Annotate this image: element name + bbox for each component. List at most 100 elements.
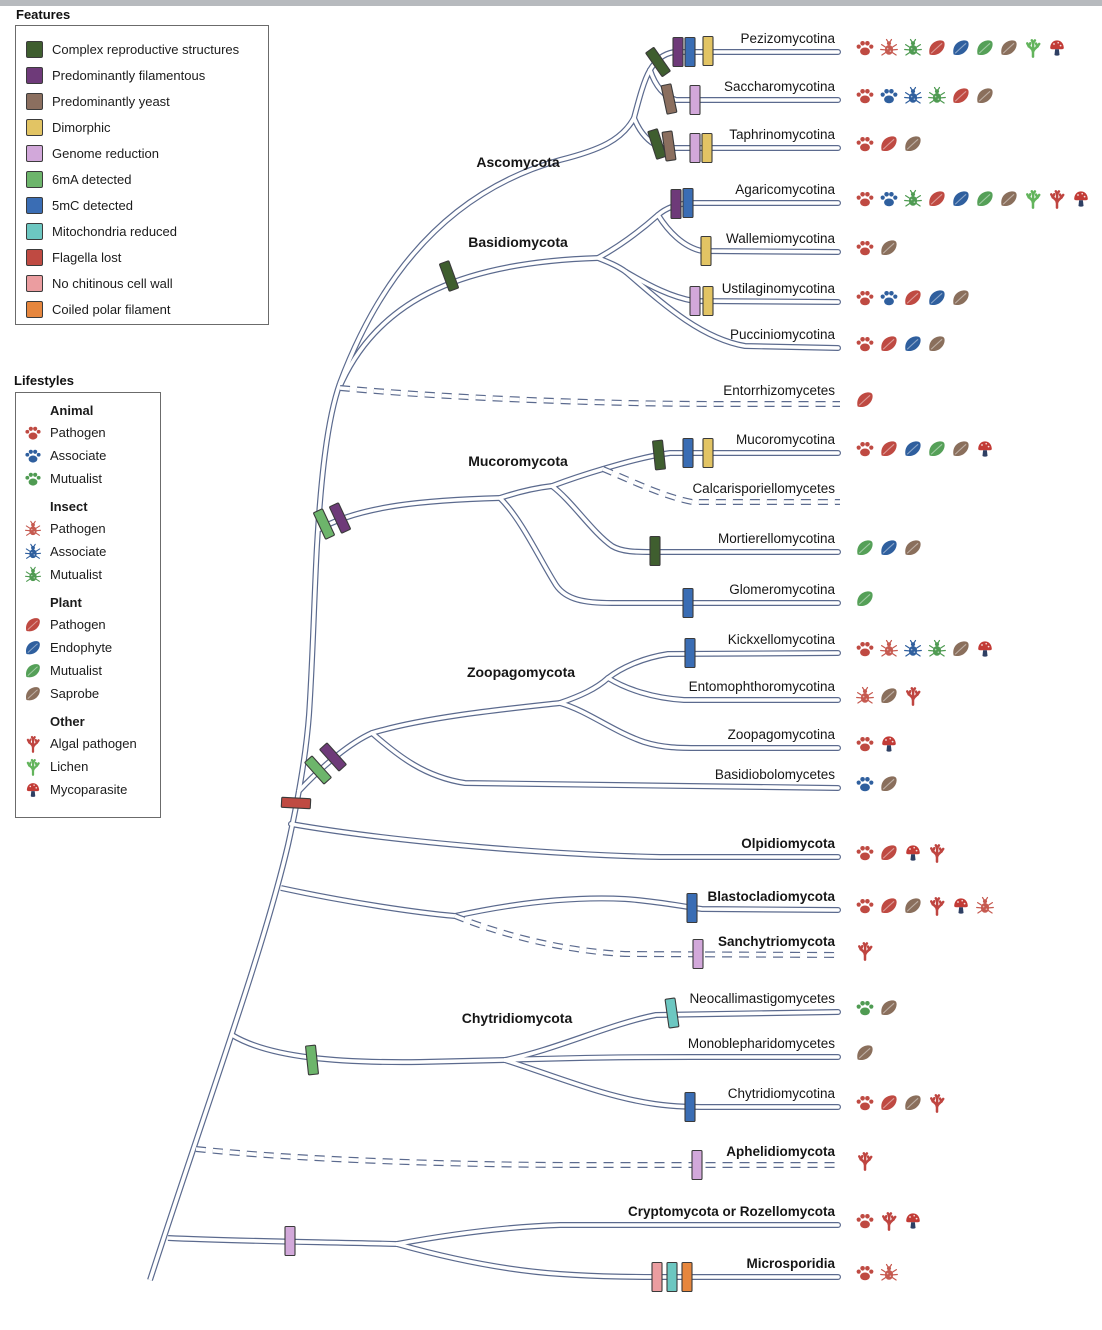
feature-mark-mito bbox=[666, 1261, 678, 1293]
leaf-icon lifestyle-pm-icon bbox=[929, 441, 945, 457]
feature-swatch-crs bbox=[26, 40, 43, 58]
feature-mark-gr bbox=[689, 132, 701, 164]
tip-label-tap: Taphrinomycotina bbox=[729, 127, 835, 142]
lifestyle-group-plant: Plant bbox=[50, 595, 82, 610]
leaf-icon lifestyle-ps-icon bbox=[929, 336, 945, 352]
tip-label-mic: Microsporidia bbox=[746, 1256, 835, 1271]
branch-fill bbox=[280, 886, 456, 918]
leaf-icon lifestyle-ps-icon bbox=[1001, 191, 1017, 207]
paw-icon bbox=[24, 424, 42, 442]
feature-swatch-gr bbox=[26, 144, 43, 162]
lifestyles-legend: Animal Pathogen Associate Mutualist Insect P… bbox=[15, 392, 161, 818]
leaf-icon lifestyle-pp-icon bbox=[929, 191, 945, 207]
tip-label-kic: Kickxellomycotina bbox=[728, 632, 836, 647]
algae-icon lifestyle-lic-icon bbox=[1026, 39, 1041, 58]
leaf-icon bbox=[24, 662, 42, 680]
bug-icon bbox=[24, 520, 42, 538]
feature-mark-ncw bbox=[651, 1261, 663, 1293]
paw-icon lifestyle-ap-icon bbox=[856, 241, 874, 256]
tip-label-mon: Monoblepharidomycetes bbox=[688, 1036, 835, 1051]
feature-legend-item-fil: Predominantly filamentous bbox=[26, 62, 260, 88]
lifestyle-legend-item-myc: Mycoparasite bbox=[24, 778, 156, 801]
clade-label-ascomycota: Ascomycota bbox=[476, 154, 559, 170]
lifestyle-label: Lichen bbox=[50, 759, 89, 774]
paw-icon lifestyle-ap-icon bbox=[856, 899, 874, 914]
bug-icon lifestyle-ip-icon bbox=[880, 38, 898, 56]
feature-mark-dim bbox=[702, 285, 714, 317]
feature-label: 6mA detected bbox=[52, 171, 132, 187]
tip-label-muc: Mucoromycotina bbox=[736, 432, 836, 447]
feature-legend-item-gr: Genome reduction bbox=[26, 140, 260, 166]
feature-mark-m5c bbox=[686, 892, 698, 924]
lifestyle-label: Associate bbox=[50, 544, 107, 559]
branch-dashed-fill bbox=[454, 914, 841, 957]
lifestyle-label: Associate bbox=[50, 448, 107, 463]
leaf-icon lifestyle-pm-icon bbox=[977, 191, 993, 207]
branch-fill bbox=[503, 1058, 840, 1109]
bug-icon lifestyle-im-icon bbox=[904, 38, 922, 56]
branch-fill bbox=[606, 676, 840, 702]
leaf-icon lifestyle-pp-icon bbox=[881, 136, 897, 152]
paw-icon lifestyle-ap-icon bbox=[856, 442, 874, 457]
feature-swatch-flag bbox=[26, 248, 43, 266]
leaf-icon lifestyle-ps-icon bbox=[905, 1095, 921, 1111]
lifestyle-label: Pathogen bbox=[50, 425, 106, 440]
algae-icon lifestyle-alg-icon bbox=[882, 1212, 897, 1231]
feature-label: Flagella lost bbox=[52, 249, 122, 265]
feature-mark-mito bbox=[664, 997, 680, 1029]
leaf-icon bbox=[24, 616, 42, 634]
feature-swatch-mito bbox=[26, 222, 43, 240]
leaf-icon lifestyle-ps-icon bbox=[905, 136, 921, 152]
algae-icon lifestyle-alg-icon bbox=[858, 942, 873, 961]
branch-fill bbox=[338, 256, 599, 387]
feature-mark-fil bbox=[670, 188, 682, 220]
paw-icon lifestyle-ap-icon bbox=[856, 337, 874, 352]
lifestyle-legend-item-lic: Lichen bbox=[24, 755, 156, 778]
branch-dashed-fill bbox=[602, 467, 840, 504]
paw-icon bbox=[24, 470, 42, 488]
leaf-icon lifestyle-ps-icon bbox=[881, 776, 897, 792]
leaf-icon lifestyle-ps-icon bbox=[881, 1000, 897, 1016]
branch-fill bbox=[371, 701, 561, 735]
feature-label: Predominantly yeast bbox=[52, 93, 170, 109]
tip-label-zoo: Zoopagomycotina bbox=[728, 727, 836, 742]
bug-icon lifestyle-ip-icon bbox=[976, 896, 994, 914]
leaf-icon lifestyle-ps-icon bbox=[953, 641, 969, 657]
leaf-icon lifestyle-pp-icon bbox=[881, 898, 897, 914]
lifestyle-legend-item-pp: Pathogen bbox=[24, 613, 156, 636]
branch-fill bbox=[453, 896, 840, 918]
feature-swatch-dim bbox=[26, 118, 43, 136]
bug-icon lifestyle-ip-icon bbox=[880, 639, 898, 657]
leaf-icon lifestyle-pp-icon bbox=[905, 290, 921, 306]
branch-fill bbox=[503, 1055, 840, 1062]
feature-legend-item-cpf: Coiled polar filament bbox=[26, 296, 260, 322]
leaf-icon lifestyle-ps-icon bbox=[953, 290, 969, 306]
bug-icon lifestyle-im-icon bbox=[928, 86, 946, 104]
leaf-icon lifestyle-ps-icon bbox=[881, 240, 897, 256]
branch-dashed-fill bbox=[195, 1147, 840, 1167]
branch-fill bbox=[499, 484, 553, 500]
branch-fill bbox=[317, 496, 501, 532]
feature-mark-m6a bbox=[305, 1044, 319, 1076]
feature-mark-m5c bbox=[684, 1091, 696, 1123]
feature-label: Coiled polar filament bbox=[52, 301, 171, 317]
branch-dashed-fill bbox=[339, 386, 840, 406]
feature-label: Mitochondria reduced bbox=[52, 223, 178, 239]
algae-icon lifestyle-alg-icon bbox=[930, 897, 945, 916]
tip-label-olp: Olpidiomycota bbox=[741, 836, 835, 851]
feature-mark-dim bbox=[702, 437, 714, 469]
leaf-icon lifestyle-pp-icon bbox=[881, 441, 897, 457]
paw-icon lifestyle-am-icon bbox=[856, 1001, 874, 1016]
algae-icon lifestyle-lic-icon bbox=[1026, 190, 1041, 209]
paw-icon bbox=[24, 447, 42, 465]
branch-fill bbox=[370, 731, 840, 790]
branch-fill bbox=[167, 1236, 398, 1246]
tip-label-chy: Chytridiomycotina bbox=[728, 1086, 836, 1101]
lifestyle-legend-item-pe: Endophyte bbox=[24, 636, 156, 659]
leaf-icon bbox=[24, 685, 42, 703]
mushroom-icon lifestyle-myc-icon bbox=[954, 898, 968, 914]
leaf-icon lifestyle-ps-icon bbox=[881, 688, 897, 704]
paw-icon lifestyle-ap-icon bbox=[856, 1096, 874, 1111]
lifestyle-legend-item-ip: Pathogen bbox=[24, 517, 156, 540]
tip-label-glo: Glomeromycotina bbox=[729, 582, 835, 597]
